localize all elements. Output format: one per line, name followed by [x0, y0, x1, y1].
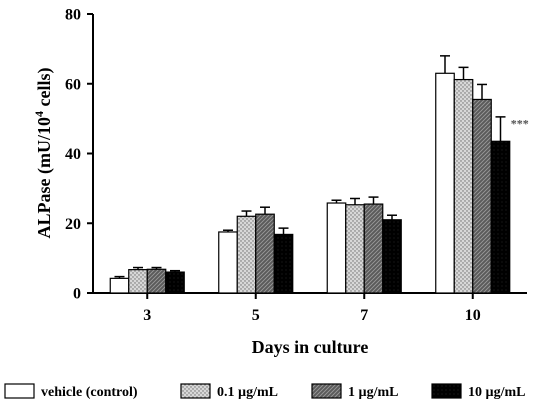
bar: [472, 98, 492, 294]
bar: [453, 78, 474, 294]
legend-swatch: [311, 383, 342, 399]
legend-swatch: [4, 383, 35, 399]
bar: [255, 213, 275, 294]
y-axis-title-sup: 4: [32, 111, 46, 117]
bar: [146, 268, 167, 294]
bar: [363, 203, 384, 294]
x-tick-label: 5: [252, 307, 260, 324]
bar: [345, 204, 365, 294]
bar: [128, 269, 148, 294]
bar: [236, 215, 257, 294]
legend-label: 10 µg/mL: [468, 385, 525, 400]
y-tick-label: 60: [65, 76, 81, 93]
y-axis-title: ALPase (mU/104 cells): [32, 68, 55, 239]
legend: vehicle (control) 0.1 µg/mL 1 µg/mL 10 µg/m…: [4, 383, 525, 400]
legend-swatch: [431, 383, 462, 399]
y-axis-title-tail: cells): [34, 68, 55, 111]
bar: [109, 277, 130, 294]
bar: [326, 202, 347, 294]
legend-label: vehicle (control): [41, 385, 138, 400]
legend-label: 1 µg/mL: [348, 385, 398, 400]
x-tick-label: 7: [360, 307, 368, 324]
x-tick-label: 3: [143, 307, 151, 324]
bar: [165, 271, 185, 294]
y-tick-label: 20: [65, 216, 81, 233]
bar: [382, 219, 402, 294]
significance-annotation: ***: [511, 116, 529, 130]
legend-swatch: [180, 383, 211, 399]
legend-label: 0.1 µg/mL: [217, 385, 278, 400]
x-axis-title: Days in culture: [252, 337, 369, 357]
bar: [218, 231, 238, 294]
y-tick-label: 80: [65, 7, 81, 24]
bar: [435, 72, 455, 294]
bar: [273, 233, 294, 294]
y-axis-title-main: ALPase (mU/10: [34, 117, 55, 238]
bar: [490, 140, 511, 294]
y-tick-label: 40: [65, 146, 81, 163]
y-tick-label: 0: [73, 286, 81, 303]
x-tick-label: 10: [465, 307, 481, 324]
